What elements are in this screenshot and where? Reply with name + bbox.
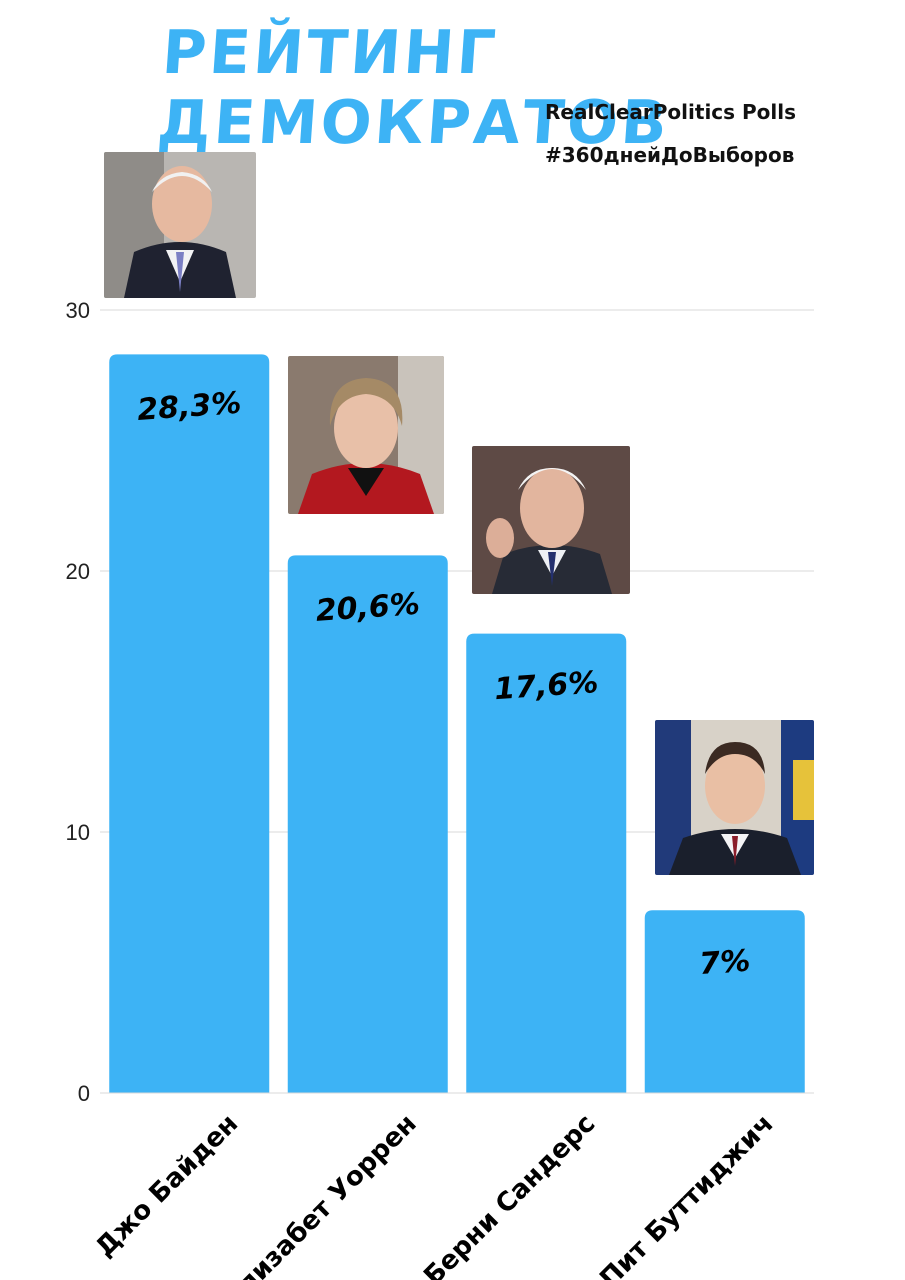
bar — [287, 555, 448, 1093]
bar — [466, 633, 627, 1093]
hashtag-label: #360днейДоВыборов — [545, 143, 795, 167]
y-tick-label: 0 — [78, 1081, 90, 1106]
bar — [644, 910, 805, 1093]
portrait-sanders — [472, 446, 630, 594]
y-tick-label: 30 — [66, 298, 90, 323]
portrait-warren — [288, 356, 444, 514]
portrait-biden — [104, 152, 256, 298]
y-tick-label: 20 — [66, 559, 90, 584]
y-tick-label: 10 — [66, 820, 90, 845]
x-tick-label: Пит Буттиджич — [594, 1109, 779, 1280]
x-tick-label: Элизабет Уоррен — [218, 1109, 423, 1280]
portrait-buttigieg — [655, 720, 814, 875]
x-tick-label: Джо Байден — [90, 1109, 244, 1263]
data-label: 7% — [698, 944, 751, 982]
x-tick-label: Берни Сандерс — [418, 1109, 601, 1280]
data-label: 17,6% — [493, 665, 599, 707]
data-label: 28,3% — [136, 386, 242, 428]
bar — [109, 354, 270, 1093]
source-label: RealClearPolitics Polls — [545, 100, 797, 124]
data-label: 20,6% — [315, 587, 421, 629]
